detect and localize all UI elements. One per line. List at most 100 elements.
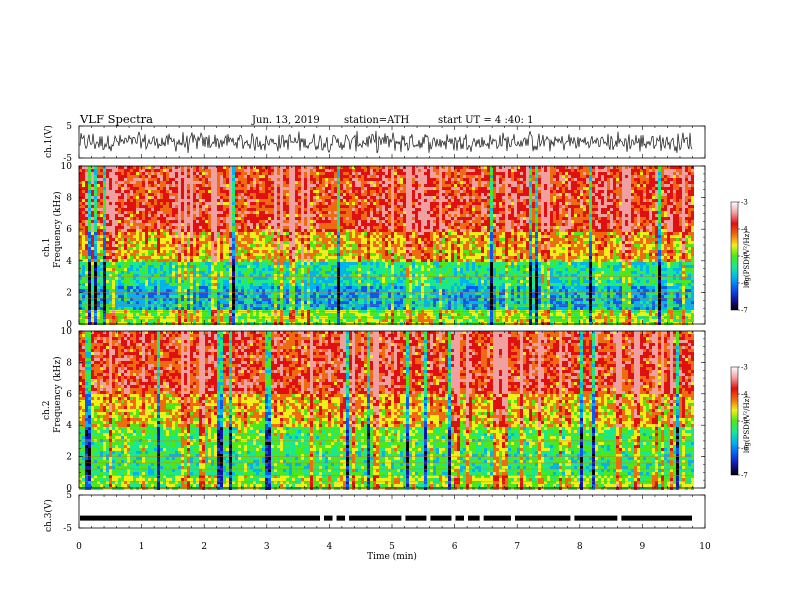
spectrogram-cell — [289, 217, 292, 220]
spectrogram-cell — [223, 202, 226, 205]
spectrogram-cell — [148, 268, 151, 271]
spectrogram-cell — [343, 322, 346, 325]
spectrogram-cell — [244, 289, 247, 292]
spectrogram-cell — [94, 235, 97, 238]
spectrogram-cell — [106, 268, 109, 271]
spectrogram-cell — [238, 256, 241, 259]
spectrogram-cell — [184, 211, 187, 214]
spectrogram-cell — [259, 256, 262, 259]
spectrogram-cell — [286, 268, 289, 271]
spectrogram-cell — [283, 241, 286, 244]
spectrogram-cell — [154, 253, 157, 256]
spectrogram-cell — [244, 166, 247, 169]
spectrogram-cell — [217, 184, 220, 187]
spectrogram-cell — [184, 220, 187, 223]
spectrogram-cell — [106, 199, 109, 202]
spectrogram-cell — [277, 229, 280, 232]
spectrogram-cell — [277, 193, 280, 196]
spectrogram-cell — [274, 250, 277, 253]
spectrogram-cell — [280, 247, 283, 250]
spectrogram-cell — [220, 253, 223, 256]
spectrogram-cell — [331, 262, 334, 265]
spectrogram-cell — [244, 184, 247, 187]
spectrogram-cell — [136, 223, 139, 226]
spectrogram-cell — [82, 286, 85, 289]
spectrogram-cell — [322, 199, 325, 202]
spectrogram-cell — [250, 193, 253, 196]
spectrogram-cell — [97, 202, 100, 205]
spectrogram-cell — [226, 178, 229, 181]
spectrogram-cell — [310, 307, 313, 310]
spectrogram-cell — [103, 244, 106, 247]
spectrogram-cell — [151, 181, 154, 184]
spectrogram-cell — [250, 253, 253, 256]
spectrogram-cell — [214, 289, 217, 292]
spectrogram-cell — [136, 226, 139, 229]
spectrogram-cell — [175, 235, 178, 238]
spectrogram-cell — [160, 271, 163, 274]
spectrogram-cell — [217, 319, 220, 322]
spectrogram-cell — [181, 235, 184, 238]
spectrogram-cell — [307, 175, 310, 178]
spectrogram-cell — [181, 220, 184, 223]
spectrogram-cell — [292, 280, 295, 283]
spectrogram-cell — [301, 277, 304, 280]
spectrogram-cell — [151, 175, 154, 178]
spectrogram-cell — [268, 190, 271, 193]
spectrogram-cell — [274, 196, 277, 199]
spectrogram-cell — [343, 187, 346, 190]
spectrogram-cell — [286, 223, 289, 226]
spectrogram-cell — [310, 304, 313, 307]
spectrogram-cell — [331, 241, 334, 244]
spectrogram-cell — [136, 295, 139, 298]
spectrogram-cell — [196, 220, 199, 223]
spectrogram-cell — [340, 307, 343, 310]
spectrogram-cell — [343, 295, 346, 298]
spectrogram-cell — [103, 304, 106, 307]
spectrogram-cell — [265, 277, 268, 280]
spectrogram-cell — [277, 271, 280, 274]
spectrogram-cell — [238, 319, 241, 322]
spectrogram-cell — [340, 202, 343, 205]
spectrogram-cell — [121, 193, 124, 196]
spectrogram-cell — [184, 253, 187, 256]
spectrogram-cell — [310, 283, 313, 286]
spectrogram-cell — [79, 244, 82, 247]
spectrogram-cell — [220, 202, 223, 205]
spectrogram-cell — [319, 307, 322, 310]
spectrogram-cell — [277, 226, 280, 229]
spectrogram-cell — [184, 235, 187, 238]
spectrogram-cell — [175, 319, 178, 322]
spectrogram-cell — [313, 268, 316, 271]
spectrogram-cell — [154, 229, 157, 232]
spectrogram-cell — [259, 277, 262, 280]
spectrogram-cell — [100, 187, 103, 190]
spectrogram-cell — [169, 247, 172, 250]
spectrogram-cell — [202, 286, 205, 289]
spectrogram-cell — [94, 205, 97, 208]
spectrogram-cell — [289, 256, 292, 259]
spectrogram-cell — [289, 244, 292, 247]
spectrogram-cell — [277, 265, 280, 268]
spectrogram-cell — [241, 178, 244, 181]
spectrogram-cell — [88, 307, 91, 310]
spectrogram-cell — [115, 241, 118, 244]
spectrogram-cell — [118, 178, 121, 181]
spectrogram-cell — [157, 268, 160, 271]
spectrogram-cell — [181, 259, 184, 262]
spectrogram-cell — [193, 319, 196, 322]
spectrogram-cell — [295, 304, 298, 307]
spectrogram-cell — [247, 205, 250, 208]
spectrogram-cell — [163, 196, 166, 199]
spectrogram-cell — [160, 301, 163, 304]
spectrogram-cell — [292, 214, 295, 217]
spectrogram-cell — [100, 196, 103, 199]
spectrogram-cell — [253, 229, 256, 232]
spectrogram-cell — [259, 280, 262, 283]
spectrogram-cell — [133, 232, 136, 235]
spectrogram-cell — [127, 211, 130, 214]
spectrogram-cell — [268, 196, 271, 199]
spectrogram-cell — [85, 193, 88, 196]
spectrogram-cell — [328, 301, 331, 304]
spectrogram-cell — [283, 220, 286, 223]
